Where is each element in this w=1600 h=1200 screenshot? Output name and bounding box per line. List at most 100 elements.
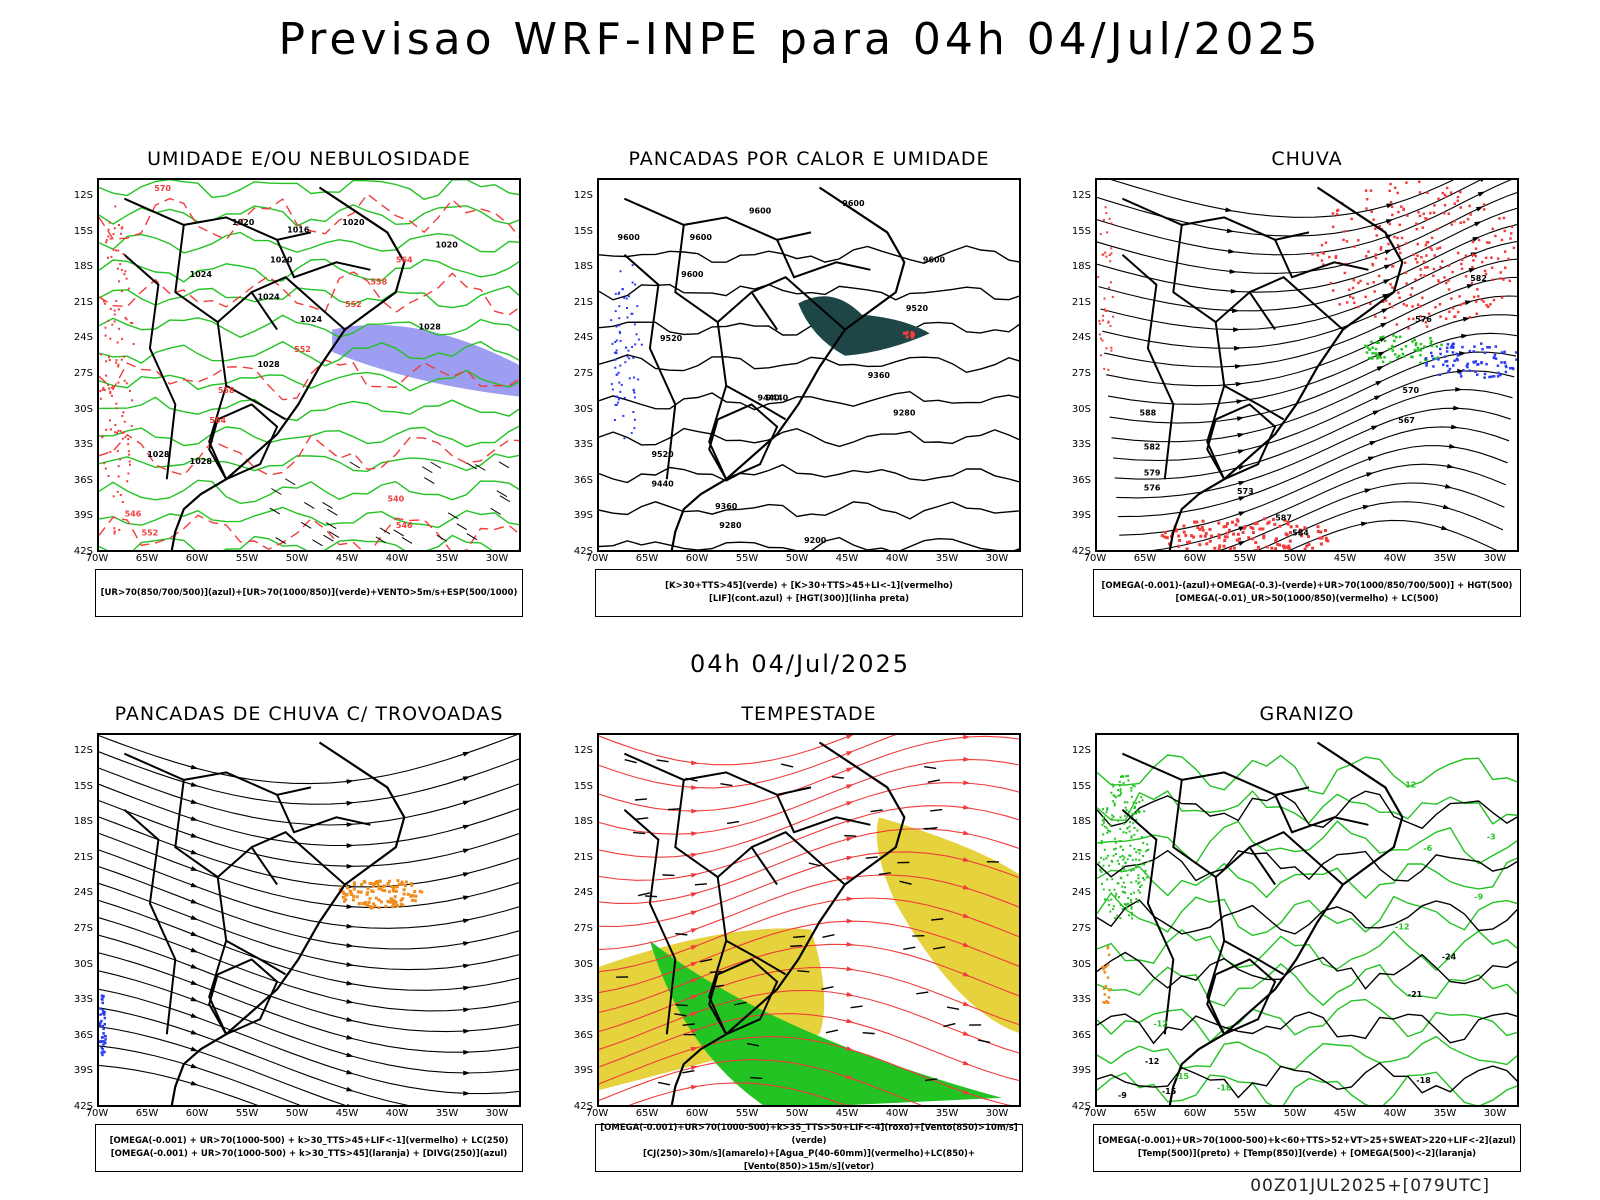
shaded-cell [1132, 784, 1135, 787]
shaded-cell [1505, 365, 1508, 369]
shaded-cell [1471, 253, 1475, 256]
shaded-cell [1106, 831, 1109, 834]
shaded-cell [1278, 524, 1282, 528]
shaded-cell [1298, 528, 1302, 532]
shaded-cell [109, 337, 112, 340]
shaded-cell [1440, 343, 1443, 347]
shaded-cell [1382, 335, 1385, 339]
shaded-cell [619, 364, 622, 367]
shaded-cell [1329, 281, 1333, 285]
shaded-cell [1379, 336, 1383, 339]
streamline-arrow [1464, 300, 1473, 305]
shaded-cell [104, 326, 107, 329]
legend-line: [LIF](cont.azul) + [HGT(300)](linha pret… [708, 594, 910, 604]
lat-label: 42S [573, 546, 593, 557]
shaded-cell [1122, 831, 1125, 834]
shaded-cell [633, 427, 636, 430]
shaded-cell [1114, 841, 1117, 844]
shaded-cell [107, 319, 110, 322]
streamline-arrow [1461, 333, 1469, 339]
shaded-cell [1391, 264, 1395, 268]
shaded-cell [616, 401, 619, 404]
shaded-cell [1100, 870, 1103, 873]
coastline [170, 741, 406, 1105]
shaded-cell [101, 1053, 104, 1057]
shaded-cell [1117, 794, 1120, 797]
shaded-cell [1119, 855, 1122, 858]
shaded-cell [366, 891, 370, 895]
shaded-cell [1103, 825, 1106, 828]
shaded-cell [1446, 343, 1450, 346]
shaded-cell [1357, 239, 1360, 242]
wind-vector [933, 946, 946, 950]
lat-label: 24S [1071, 332, 1091, 344]
shaded-cell [1494, 234, 1497, 238]
shaded-cell [1445, 346, 1449, 350]
streamline-arrow [1383, 279, 1391, 285]
shaded-cell [1389, 182, 1392, 186]
contour-line [1097, 849, 1517, 882]
shaded-cell [633, 391, 636, 394]
shaded-cell [1375, 352, 1378, 355]
streamline-arrow [846, 767, 854, 773]
shaded-cell [1103, 367, 1106, 370]
shaded-cell [1477, 295, 1480, 298]
shaded-cell [1105, 857, 1108, 860]
lat-label: 42S [573, 1101, 593, 1112]
streamline-arrow [1384, 249, 1393, 255]
lon-label: 40W [1383, 553, 1407, 564]
shaded-cell [1416, 261, 1419, 264]
lat-label: 12S [73, 190, 93, 201]
wind-vector [927, 779, 940, 784]
contour-label: 9520 [906, 304, 929, 313]
lat-label: 21S [1071, 851, 1091, 863]
wind-vector [930, 808, 943, 812]
shaded-cell [1102, 253, 1105, 256]
shaded-cell [1375, 341, 1378, 344]
shaded-cell [1231, 520, 1234, 524]
lat-label: 33S [573, 994, 593, 1006]
shaded-cell [618, 381, 621, 384]
shaded-cell [1335, 209, 1339, 213]
shaded-cell [1493, 353, 1497, 357]
shaded-cell [102, 1027, 105, 1031]
shaded-cell [633, 323, 636, 326]
contour-label: 588 [1140, 409, 1157, 418]
shaded-cell [1119, 816, 1122, 819]
shaded-cell [366, 887, 370, 890]
shaded-cell [397, 882, 401, 886]
country-border [623, 809, 677, 1035]
shaded-cell [127, 287, 130, 290]
shaded-cell [1422, 212, 1425, 216]
shaded-cell [100, 1051, 103, 1054]
streamline-arrow [1383, 264, 1392, 270]
shaded-cell [1400, 205, 1403, 208]
streamline-arrow [1462, 316, 1471, 322]
shaded-cell [1445, 360, 1449, 363]
shaded-cell [614, 366, 617, 369]
shaded-cell [1447, 264, 1451, 267]
shaded-cell [624, 361, 627, 364]
shaded-cell [1212, 550, 1215, 552]
lat-label: 21S [573, 851, 593, 863]
wind-vector [284, 478, 296, 486]
shaded-cell [110, 255, 113, 258]
lat-label: 27S [73, 368, 93, 379]
shaded-cell [632, 357, 635, 359]
shaded-cell [1311, 253, 1314, 256]
shaded-cell [1419, 349, 1422, 352]
shaded-cell [1133, 812, 1135, 815]
shaded-cell [1311, 546, 1315, 550]
shaded-cell [1107, 368, 1110, 371]
shaded-cell [1468, 204, 1471, 208]
shaded-cell [1437, 358, 1440, 361]
wind-vector [746, 1042, 760, 1047]
shaded-cell [1328, 255, 1331, 259]
lon-label: 65W [1133, 553, 1157, 564]
shaded-cell [1485, 241, 1489, 244]
coastline [170, 186, 406, 550]
shaded-cell [1286, 520, 1290, 524]
shaded-cell [1343, 230, 1346, 233]
contour-line [1097, 790, 1517, 830]
